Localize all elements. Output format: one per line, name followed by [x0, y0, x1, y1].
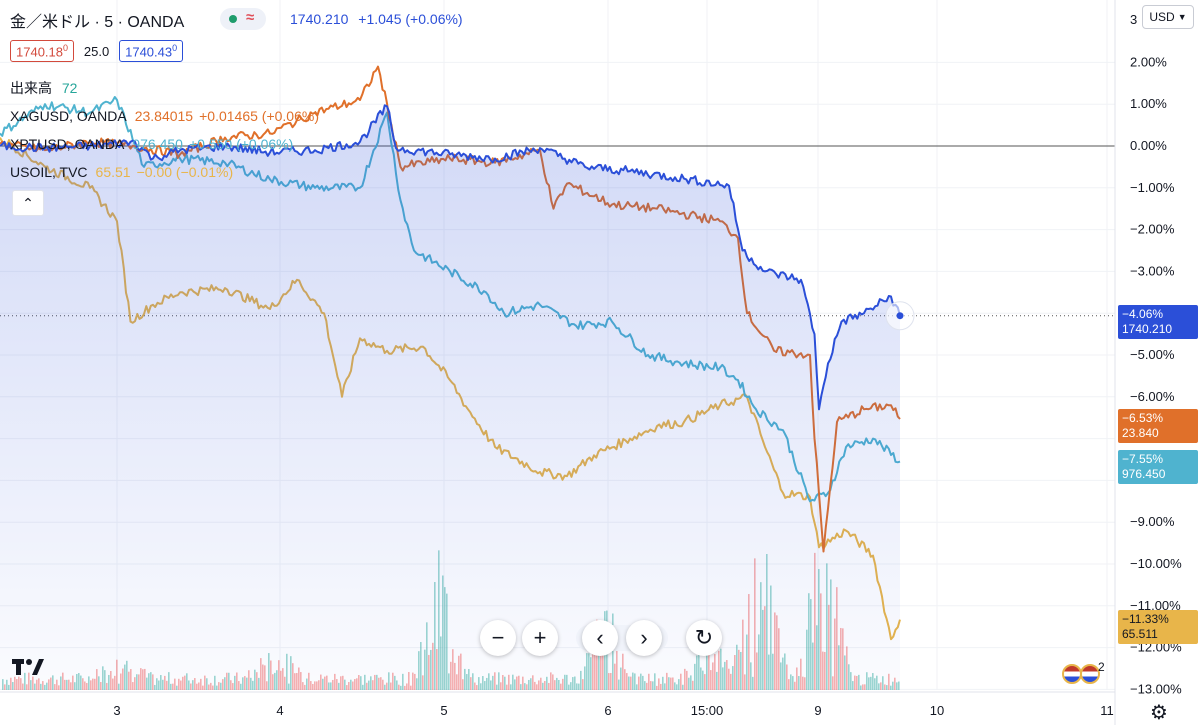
x-tick-label: 3 [113, 703, 120, 718]
legend-series-value: 23.84015 [134, 108, 194, 124]
legend-series-value: 976.450 [132, 136, 183, 152]
y-tick-label: −5.00% [1130, 347, 1175, 362]
approx-icon: ≈ [246, 9, 255, 26]
zoom-out-icon: − [491, 625, 505, 650]
volume-value: 72 [61, 80, 78, 96]
y-tick-label: −2.00% [1130, 222, 1175, 237]
symbol-title[interactable]: 金／米ドル · 5 · OANDA [10, 8, 184, 32]
x-tick-label: 4 [276, 703, 283, 718]
last-price: 1740.210 [290, 11, 349, 27]
reset-icon: ↻ [694, 625, 714, 650]
y-tick-label: −13.00% [1130, 681, 1182, 696]
sell-button[interactable]: 1740.180 [10, 40, 75, 63]
last-price-line: 1740.210 +1.045 (+0.06%) [290, 11, 463, 27]
settings-gear-icon[interactable]: ⚙ [1150, 702, 1168, 724]
y-tick-label: −9.00% [1130, 514, 1175, 529]
chevron-up-icon: ⌃ [22, 194, 34, 211]
y-tick-label: −10.00% [1130, 556, 1182, 571]
legend-row-0[interactable]: XAGUSD, OANDA 23.84015 +0.01465 (+0.06%) [10, 108, 319, 124]
tradingview-logo[interactable] [10, 652, 46, 682]
price-tag-3: −11.33% 65.511 [1118, 610, 1198, 644]
market-open-dot-icon [229, 15, 237, 23]
legend-row-1[interactable]: XPTUSD, OANDA 976.450 +0.550 (+0.06%) [10, 136, 293, 152]
price-tag-pct: −7.55% [1122, 452, 1164, 466]
price-tag-price: 65.511 [1122, 627, 1158, 641]
events-count-badge: 2 [1098, 660, 1105, 674]
series-line-0[interactable] [0, 104, 901, 411]
bid-ask-row: 1740.180 25.0 1740.430 [10, 40, 184, 63]
last-point-marker[interactable] [896, 312, 904, 320]
x-tick-label: 10 [930, 703, 944, 718]
y-tick-label: −1.00% [1130, 180, 1175, 195]
legend-series-value: 65.51 [95, 164, 131, 180]
price-tag-2: −7.55% 976.450 [1118, 450, 1198, 484]
price-tag-1: −6.53% 23.840 [1118, 409, 1198, 443]
status-indicators[interactable]: ≈ [220, 8, 266, 30]
y-tick-label: 1.00% [1130, 96, 1167, 111]
legend-row-2[interactable]: USOIL, TVC 65.51 −0.00 (−0.01%) [10, 164, 233, 180]
legend-series-change: −0.00 (−0.01%) [136, 164, 234, 180]
scroll-left-button[interactable]: ‹ [582, 620, 618, 656]
symbol-label: 金／米ドル · 5 · OANDA [10, 14, 185, 31]
price-tag-price: 1740.210 [1122, 322, 1173, 336]
y-tick-label: 0.00% [1130, 138, 1167, 153]
price-tag-pct: −11.33% [1122, 612, 1169, 626]
legend-series-name: XPTUSD, OANDA [10, 136, 125, 152]
legend-series-name: XAGUSD, OANDA [10, 108, 127, 124]
y-tick-label: −3.00% [1130, 263, 1175, 278]
y-tick-label: 2.00% [1130, 54, 1167, 69]
collapse-legend-button[interactable]: ⌃ [12, 190, 44, 216]
x-tick-label: 15:00 [691, 703, 724, 718]
price-tag-price: 976.450 [1122, 467, 1166, 481]
events-flags[interactable]: 2 [1062, 660, 1120, 686]
x-tick-label: 5 [440, 703, 447, 718]
x-tick-label: 11 [1100, 703, 1114, 718]
x-tick-label: 9 [814, 703, 821, 718]
reset-button[interactable]: ↻ [686, 620, 722, 656]
tv-logo-icon [12, 659, 44, 675]
price-change: +1.045 (+0.06%) [358, 11, 463, 27]
zoom-out-button[interactable]: − [480, 620, 516, 656]
buy-button[interactable]: 1740.430 [119, 40, 184, 63]
legend-series-change: +0.550 (+0.06%) [188, 136, 294, 152]
series-area-0 [0, 105, 900, 691]
flag-icon [1062, 664, 1082, 684]
scroll-right-icon: › [640, 625, 648, 650]
legend-series-change: +0.01465 (+0.06%) [199, 108, 319, 124]
price-tag-price: 23.840 [1122, 426, 1159, 440]
y-tick-label: 3 [1130, 12, 1137, 27]
price-tag-pct: −4.06% [1122, 307, 1164, 321]
spread-value: 25.0 [83, 44, 110, 60]
volume-legend[interactable]: 出来高 72 [10, 78, 77, 98]
y-tick-label: −6.00% [1130, 389, 1175, 404]
legend-series-name: USOIL, TVC [10, 164, 88, 180]
scroll-left-icon: ‹ [596, 625, 604, 650]
scroll-right-button[interactable]: › [626, 620, 662, 656]
currency-selector[interactable]: USD ▼ [1142, 5, 1194, 29]
x-tick-label: 6 [604, 703, 611, 718]
price-tag-pct: −6.53% [1122, 411, 1164, 425]
chevron-down-icon: ▼ [1177, 12, 1187, 22]
zoom-in-button[interactable]: + [522, 620, 558, 656]
price-tag-0: −4.06% 1740.210 [1118, 305, 1198, 339]
volume-label: 出来高 [10, 80, 52, 96]
zoom-in-icon: + [533, 625, 547, 650]
flag-icon [1080, 664, 1100, 684]
y-tick-label: −11.00% [1130, 598, 1181, 613]
